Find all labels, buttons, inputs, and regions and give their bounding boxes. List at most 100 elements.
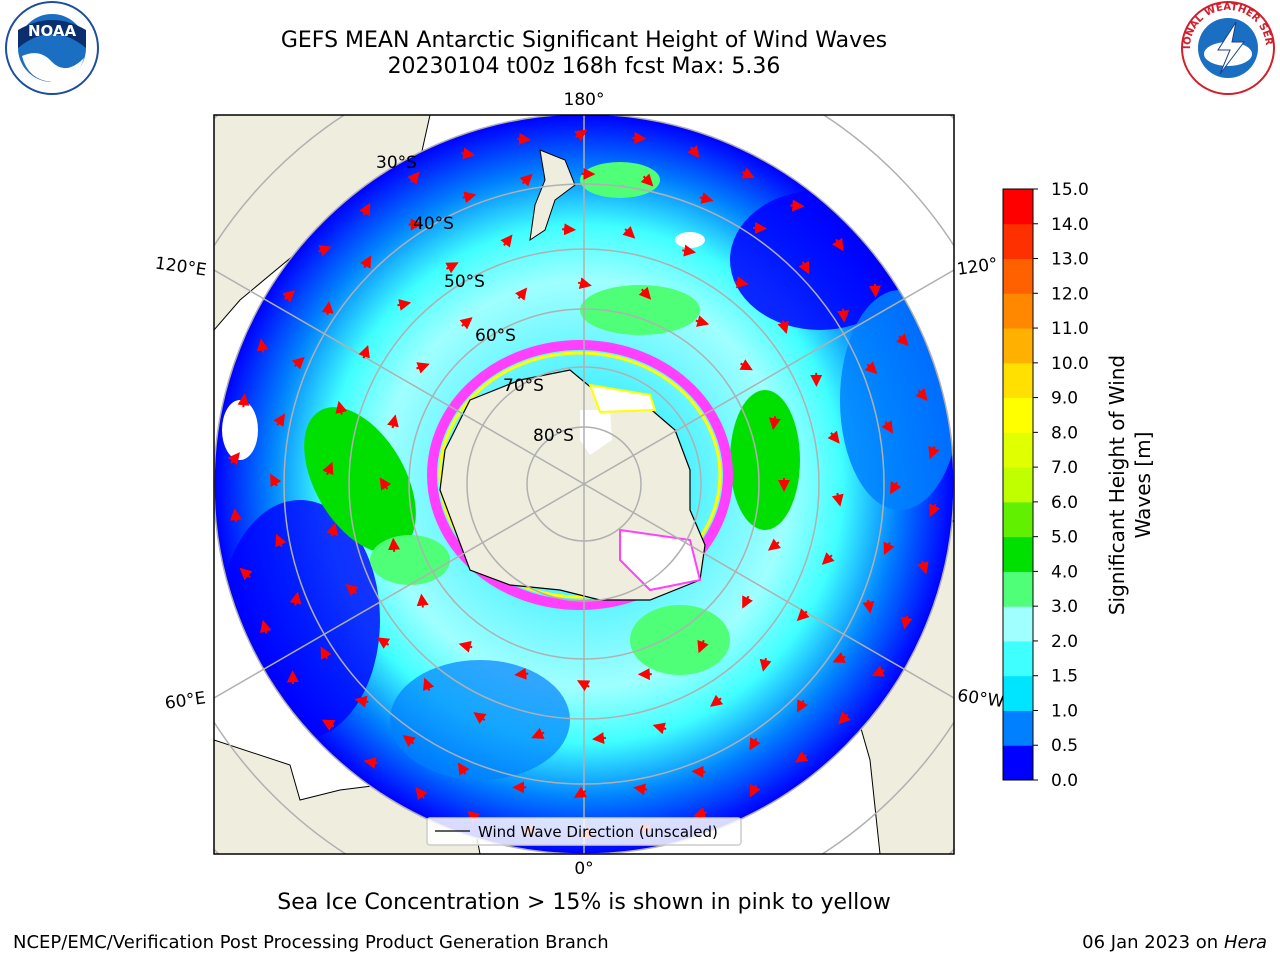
noaa-logo-text: NOAA xyxy=(28,22,77,40)
colorbar-segment xyxy=(1003,606,1033,642)
wind-wave-arrow xyxy=(862,599,875,614)
colorbar-tick-label: 0.0 xyxy=(1051,771,1078,791)
wind-wave-arrow xyxy=(321,719,336,731)
wind-wave-arrow xyxy=(256,338,269,353)
wind-wave-arrow xyxy=(592,732,607,745)
colorbar-tick-label: 2.0 xyxy=(1051,632,1078,652)
lat-label-70s: 70°S xyxy=(503,376,544,396)
colorbar-segment xyxy=(1003,640,1033,677)
wind-wave-arrow xyxy=(291,356,305,370)
wind-wave-arrow xyxy=(832,651,846,663)
colorbar-border xyxy=(1002,188,1034,781)
wind-wave-arrow xyxy=(577,277,592,290)
wind-wave-arrow xyxy=(640,173,654,187)
wind-wave-arrow xyxy=(500,234,513,248)
footer-date: 06 Jan 2023 on Hera xyxy=(1082,932,1267,953)
map-frame xyxy=(213,114,955,855)
wind-wave-arrow xyxy=(632,132,647,145)
wind-wave-arrow xyxy=(573,786,588,798)
meridian-label-60w: 60°W xyxy=(956,686,1005,712)
wind-wave-arrow xyxy=(691,765,706,778)
wind-wave-arrow xyxy=(749,737,761,751)
sea-ice-caption: Sea Ice Concentration > 15% is shown in … xyxy=(277,890,891,915)
wind-wave-arrow xyxy=(622,225,636,239)
map-area xyxy=(214,115,954,854)
wind-wave-arrow xyxy=(416,362,430,374)
wind-wave-arrow xyxy=(749,783,761,798)
colorbar-segment xyxy=(1003,397,1033,433)
meridian-label-0: 0° xyxy=(574,859,593,879)
wind-wave-arrow xyxy=(562,223,577,236)
wind-wave-arrow xyxy=(259,619,272,634)
wind-wave-arrow xyxy=(687,145,700,159)
wind-wave-arrow xyxy=(864,361,878,375)
wind-wave-arrow xyxy=(710,694,724,707)
wind-wave-arrow xyxy=(837,308,850,323)
wind-wave-arrow xyxy=(273,413,285,427)
wind-wave-arrow xyxy=(638,286,652,300)
wind-wave-arrow xyxy=(320,646,332,660)
wind-wave-arrow xyxy=(230,508,242,523)
wind-wave-arrow xyxy=(457,762,470,776)
wind-wave-arrow xyxy=(387,414,399,429)
wind-wave-arrow xyxy=(407,171,420,185)
colorbar-tick-label: 14.0 xyxy=(1051,215,1089,235)
colorbar-tick-label: 15.0 xyxy=(1051,180,1089,200)
lat-label-80s: 80°S xyxy=(533,426,574,446)
wind-wave-arrow xyxy=(376,637,391,649)
wind-wave-arrow xyxy=(759,657,772,672)
title-line-1: GEFS MEAN Antarctic Significant Height o… xyxy=(280,28,888,53)
wind-wave-arrow xyxy=(289,591,302,606)
wind-wave-arrow xyxy=(423,677,435,691)
wind-wave-arrow xyxy=(652,722,667,735)
wind-wave-arrow xyxy=(237,393,250,408)
meridian-label-180: 180° xyxy=(564,90,605,110)
colorbar-segment xyxy=(1003,467,1033,503)
wind-wave-arrow xyxy=(462,191,477,204)
lat-label-40s: 40°S xyxy=(413,214,454,234)
wind-wave-arrow xyxy=(335,400,348,415)
wind-wave-arrow xyxy=(767,538,782,551)
graticule xyxy=(214,115,954,854)
wind-wave-arrow xyxy=(275,533,287,548)
colorbar-segment xyxy=(1003,675,1033,711)
wind-wave-arrow xyxy=(358,345,370,359)
wind-wave-arrow xyxy=(871,665,885,677)
wind-wave-arrow xyxy=(519,173,533,187)
nws-logo: NATIONAL WEATHER SERVICE xyxy=(0,0,1275,95)
wind-wave-arrow xyxy=(359,202,371,217)
wind-wave-arrow xyxy=(794,750,809,763)
wind-wave-arrow xyxy=(742,595,753,609)
wind-wave-arrow xyxy=(321,301,334,316)
meridian-label-120e: 120°E xyxy=(154,254,208,281)
wind-wave-arrow xyxy=(402,734,416,748)
wind-wave-arrow xyxy=(734,276,749,289)
wind-wave-arrow xyxy=(363,757,378,769)
colorbar-tick-label: 5.0 xyxy=(1051,528,1078,548)
wind-wave-arrow xyxy=(318,245,332,257)
wind-wave-arrow xyxy=(270,473,282,488)
footer-date-text: 06 Jan 2023 on xyxy=(1082,932,1224,953)
colorbar-segment xyxy=(1003,501,1033,538)
lat-label-30s: 30°S xyxy=(376,153,417,173)
wind-wave-arrow xyxy=(915,387,928,402)
colorbar: 0.0 0.5 1.0 1.5 2.0 3.0 4.0 5.0 6.0 7.0 8.0 9.0 10.0… xyxy=(1002,180,1089,791)
wind-wave-arrow xyxy=(345,584,359,597)
colorbar-tick-label: 1.5 xyxy=(1051,667,1078,687)
colorbar-label-line2: Waves [m] xyxy=(1131,432,1155,539)
colorbar-tick-label: 12.0 xyxy=(1051,284,1089,304)
wind-wave-arrow xyxy=(695,315,710,327)
wind-wave-arrow xyxy=(517,132,532,145)
wind-wave-arrow xyxy=(827,430,840,444)
wind-wave-arrow xyxy=(883,541,895,556)
wind-wave-arrow xyxy=(514,667,529,680)
colorbar-segment xyxy=(1003,536,1033,572)
colorbar-segment xyxy=(1003,710,1033,746)
wind-wave-arrow xyxy=(360,255,372,269)
footer-host: Hera xyxy=(1223,932,1267,953)
wind-wave-arrow xyxy=(739,359,753,371)
title-line-2: 20230104 t00z 168h fcst Max: 5.36 xyxy=(387,54,781,79)
colorbar-segment xyxy=(1003,293,1033,329)
nws-logo-text: NATIONAL WEATHER SERVICE xyxy=(0,0,1274,49)
